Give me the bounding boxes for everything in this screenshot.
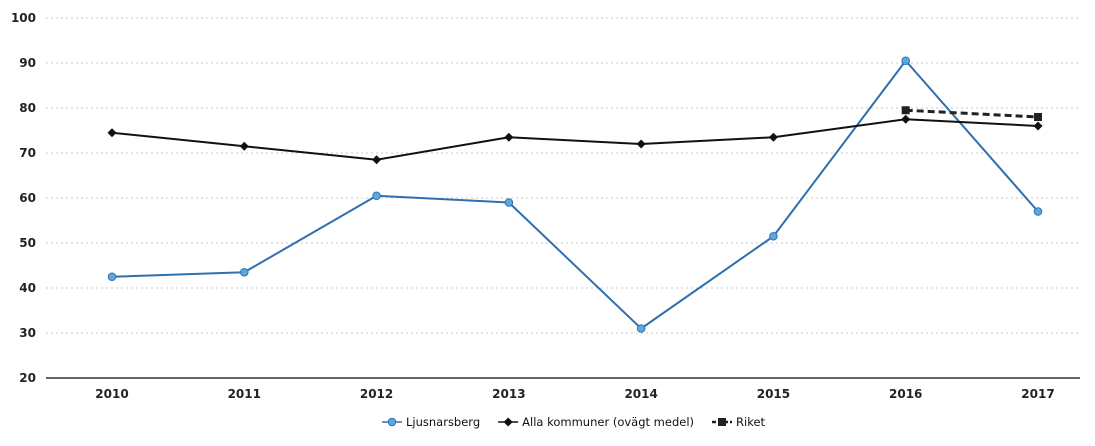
data-point	[901, 106, 910, 115]
series-group	[107, 56, 1043, 333]
y-tick-label: 70	[19, 146, 36, 160]
y-tick-label: 80	[19, 101, 36, 115]
y-tick-label: 100	[11, 11, 36, 25]
x-tick-label: 2015	[757, 387, 790, 401]
legend-item: Ljusnarsberg	[382, 415, 480, 429]
legend-label: Riket	[736, 415, 766, 429]
legend-label: Alla kommuner (ovägt medel)	[522, 415, 694, 429]
data-point	[718, 418, 727, 426]
series-line	[111, 59, 1039, 330]
y-tick-label: 20	[19, 371, 36, 385]
legend-item: Riket	[712, 415, 766, 429]
series-alla-kommuner-ov-gt-medel-	[107, 114, 1043, 165]
series-line	[111, 118, 1039, 161]
x-tick-label: 2016	[889, 387, 922, 401]
data-point	[1033, 207, 1043, 216]
data-point	[901, 114, 911, 124]
x-tick-label: 2017	[1021, 387, 1054, 401]
series-line	[905, 108, 1039, 119]
data-point	[504, 132, 514, 142]
data-point	[504, 198, 514, 207]
data-point	[769, 231, 778, 241]
y-tick-label: 60	[19, 191, 36, 205]
data-point	[239, 141, 249, 151]
series-ljusnarsberg	[107, 56, 1043, 333]
data-point	[1033, 121, 1043, 131]
data-point	[239, 267, 249, 277]
x-tick-label: 2011	[228, 387, 261, 401]
data-point	[768, 132, 778, 142]
legend-item: Alla kommuner (ovägt medel)	[498, 415, 694, 429]
legend-label: Ljusnarsberg	[406, 415, 480, 429]
data-point	[107, 128, 117, 138]
y-tick-label: 90	[19, 56, 36, 70]
y-tick-label: 30	[19, 326, 36, 340]
data-point	[636, 324, 646, 333]
data-point	[503, 417, 513, 427]
x-tick-label: 2010	[95, 387, 128, 401]
data-point	[372, 191, 381, 201]
data-point	[901, 56, 911, 66]
y-tick-label: 50	[19, 236, 36, 250]
grid-lines	[46, 17, 1080, 334]
series-riket	[901, 106, 1042, 121]
legend: Ljusnarsberg Alla kommuner (ovägt medel) R…	[382, 415, 766, 429]
data-point	[1034, 113, 1042, 121]
x-tick-label: 2013	[492, 387, 525, 401]
data-point	[372, 155, 382, 165]
x-tick-label: 2014	[624, 387, 657, 401]
x-tick-label: 2012	[360, 387, 393, 401]
data-point	[387, 417, 397, 427]
y-tick-label: 40	[19, 281, 36, 295]
data-point	[107, 272, 117, 282]
axes: 20 30 40 50 60 70 80 90 100 2010 2011 2012 2013 2014 2…	[11, 11, 1080, 401]
data-point	[636, 139, 646, 149]
